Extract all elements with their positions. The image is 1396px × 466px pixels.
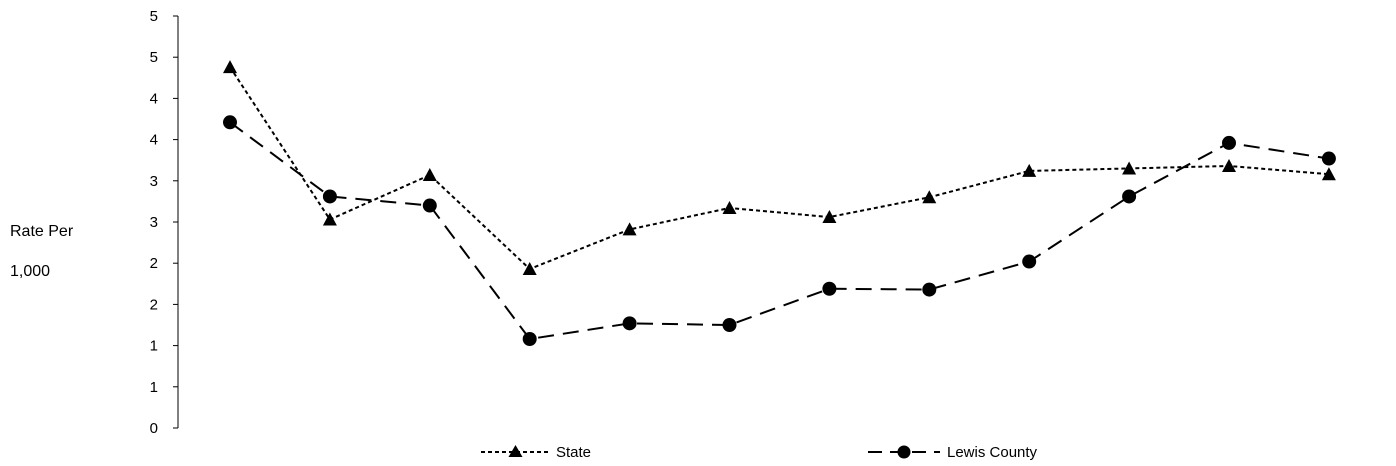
legend-marker-triangle: [508, 445, 523, 457]
data-point-lewis-county: [622, 316, 637, 331]
legend-marker-circle: [897, 445, 911, 459]
legend-item-state: State: [481, 444, 591, 461]
y-tick-label: 2: [150, 296, 158, 313]
legend: State Lewis County: [481, 444, 1038, 461]
y-axis-title-line-2: 1,000: [10, 263, 50, 280]
data-point-lewis-county: [223, 115, 237, 130]
data-point-state: [223, 60, 237, 74]
data-point-lewis-county: [522, 332, 537, 347]
data-point-state: [1122, 161, 1137, 175]
legend-item-lewis-county: Lewis County: [868, 444, 1038, 461]
series-line-state: [229, 66, 1329, 271]
data-point-state: [522, 261, 537, 275]
y-tick-label: 5: [150, 8, 158, 25]
data-point-lewis-county: [1222, 135, 1236, 150]
data-point-state: [822, 210, 837, 224]
plot-area: [223, 60, 1336, 347]
y-axis: 0 1 1 2 2 3 3 4 4 5 5: [150, 8, 179, 437]
data-point-lewis-county: [1321, 151, 1336, 166]
data-point-state: [1022, 163, 1037, 177]
series-line-lewis-county: [229, 121, 1330, 341]
y-tick-label: 5: [150, 49, 158, 66]
data-point-state: [922, 190, 937, 204]
data-point-lewis-county: [922, 282, 937, 297]
data-point-state: [322, 212, 337, 226]
data-point-lewis-county: [1022, 254, 1037, 269]
data-point-lewis-county: [822, 281, 837, 296]
y-axis-title: Rate Per 1,000: [10, 223, 74, 280]
data-point-state: [1321, 167, 1336, 181]
y-tick-label: 0: [150, 420, 158, 437]
y-tick-label: 2: [150, 255, 158, 272]
data-point-state: [722, 200, 737, 214]
data-point-lewis-county: [422, 198, 437, 213]
y-tick-label: 4: [150, 132, 158, 149]
y-tick-label: 3: [150, 173, 158, 190]
data-point-lewis-county: [722, 318, 737, 332]
y-tick-label: 3: [150, 214, 158, 231]
y-tick-label: 1: [150, 379, 158, 396]
data-point-lewis-county: [322, 189, 337, 204]
y-tick-label: 1: [150, 338, 158, 355]
series-state: [223, 60, 1336, 275]
data-point-state: [622, 222, 637, 236]
data-point-lewis-county: [1122, 189, 1137, 204]
y-axis-title-line-1: Rate Per: [10, 223, 74, 240]
data-point-state: [422, 168, 437, 182]
series-lewis-county: [223, 115, 1336, 347]
data-point-state: [1222, 158, 1236, 172]
legend-label-state: State: [556, 444, 591, 461]
legend-label-lewis-county: Lewis County: [947, 444, 1038, 461]
y-tick-label: 4: [150, 90, 158, 107]
